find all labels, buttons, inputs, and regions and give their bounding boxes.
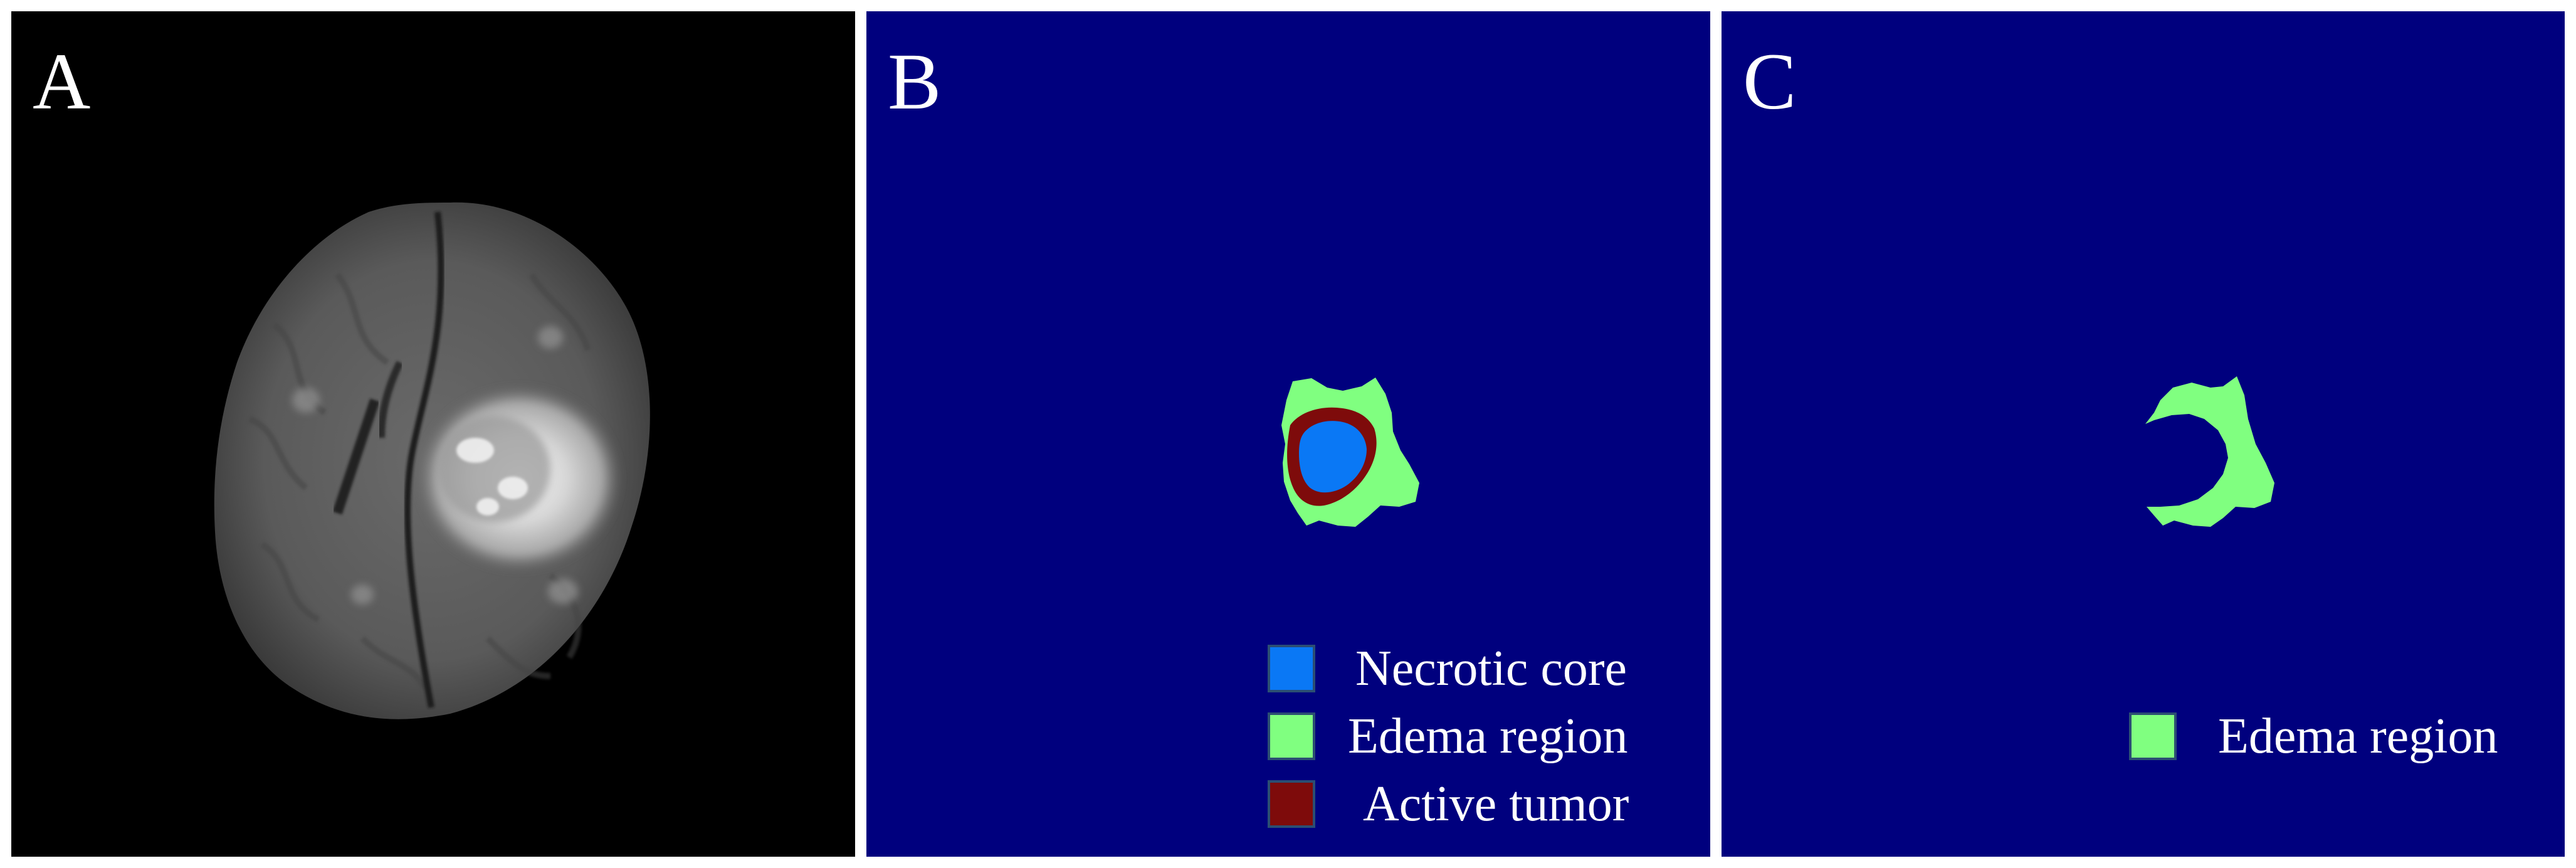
swatch-edema <box>2129 712 2177 760</box>
legend-label-necrotic: Necrotic core <box>1355 641 1627 696</box>
necrotic-core-mask <box>1299 421 1367 493</box>
panel-b-segmentation: B Necrotic core Edema region Active tumo… <box>866 11 1710 857</box>
panel-letter-b: B <box>888 37 942 126</box>
swatch-necrotic <box>1268 645 1315 692</box>
panel-letter-c: C <box>1743 37 1797 126</box>
panel-a-mri: A <box>11 11 855 857</box>
panel-c-segmentation: C Edema region <box>1722 11 2565 857</box>
legend-label-edema: Edema region <box>2218 709 2498 764</box>
midline-fissure <box>404 211 444 708</box>
legend-label-active: Active tumor <box>1363 776 1629 832</box>
legend-label-edema: Edema region <box>1348 709 1628 764</box>
segmentation-mask-c <box>2145 376 2274 527</box>
panel-letter-a: A <box>33 37 91 126</box>
edema-region-mask <box>2145 376 2274 527</box>
segmentation-mask-b <box>1281 378 1419 527</box>
swatch-edema <box>1268 712 1315 760</box>
left-ventricle <box>332 398 380 515</box>
right-ventricle <box>377 361 404 438</box>
swatch-active <box>1268 780 1315 828</box>
brain-mri-image <box>214 202 650 719</box>
